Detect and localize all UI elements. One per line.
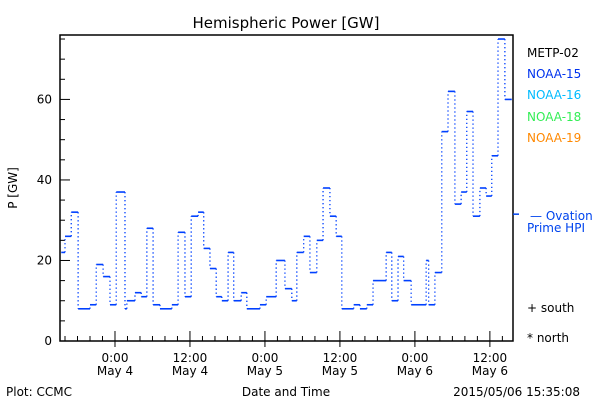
legend-entry-noaa-16: NOAA-16 (527, 88, 581, 102)
x-tick-time: 12:00 (473, 351, 508, 365)
x-axis-label: Date and Time (242, 385, 330, 399)
footer-left: Plot: CCMC (6, 385, 72, 399)
x-tick-date: May 6 (397, 364, 433, 378)
legend-ovation-line2: Prime HPI (527, 221, 585, 235)
legend-entry-noaa-18: NOAA-18 (527, 110, 581, 124)
y-tick-label: 20 (37, 253, 52, 267)
x-tick-date: May 4 (172, 364, 208, 378)
x-tick-time: 12:00 (173, 351, 208, 365)
legend: METP-02 NOAA-15 NOAA-16 NOAA-18 NOAA-19 … (527, 46, 593, 345)
x-tick-time: 0:00 (401, 351, 428, 365)
y-tick-label: 40 (37, 173, 52, 187)
plot-frame (59, 34, 514, 342)
legend-north: * north (527, 331, 569, 345)
legend-ovation-line1: — Ovation (530, 209, 593, 223)
x-tick-date: May 5 (247, 364, 283, 378)
legend-south: + south (527, 301, 574, 315)
x-tick-date: May 4 (97, 364, 133, 378)
legend-entry-metp-02: METP-02 (527, 46, 579, 60)
chart-title: Hemispheric Power [GW] (193, 14, 380, 32)
y-tick-label: 0 (44, 334, 52, 348)
x-tick-date: May 5 (322, 364, 358, 378)
footer-right: 2015/05/06 15:35:08 (453, 385, 580, 399)
x-tick-time: 0:00 (102, 351, 129, 365)
x-tick-date: May 6 (472, 364, 508, 378)
legend-entry-noaa-15: NOAA-15 (527, 67, 581, 81)
x-tick-time: 12:00 (323, 351, 358, 365)
y-axis-label: P [GW] (6, 167, 20, 209)
x-tick-time: 0:00 (251, 351, 278, 365)
legend-entry-noaa-19: NOAA-19 (527, 131, 581, 145)
y-tick-label: 60 (37, 92, 52, 106)
